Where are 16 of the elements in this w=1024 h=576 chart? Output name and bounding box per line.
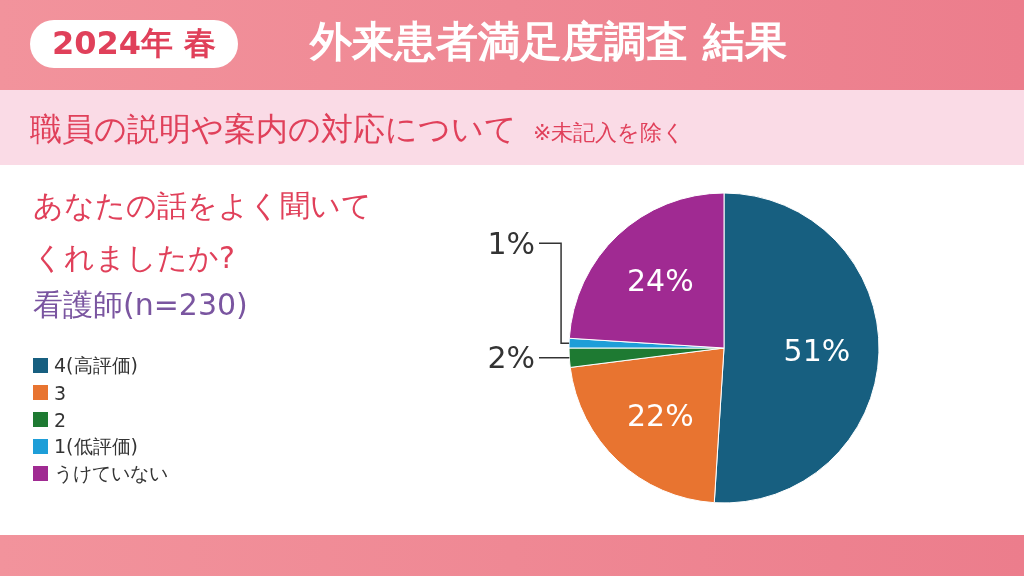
legend-label: 2 bbox=[54, 408, 67, 431]
chart-subtitle: 職員の説明や案内の対応について bbox=[30, 110, 517, 148]
text: あなたの話をよく聞いてくれましたか? bbox=[33, 187, 373, 277]
text: 2024年 春 bbox=[30, 20, 239, 68]
data-label: 51% bbox=[783, 333, 851, 369]
legend-label: 1(低評価) bbox=[54, 433, 138, 459]
text: ※未記入を除く bbox=[533, 120, 686, 145]
data-label: 2% bbox=[487, 340, 535, 376]
legend-label: うけていない bbox=[54, 460, 168, 486]
text: 看護師(n=230) bbox=[33, 286, 248, 324]
legend-label: 3 bbox=[54, 381, 67, 404]
data-label: 24% bbox=[626, 262, 694, 298]
chart-title: 外来患者満足度調査 結果 bbox=[310, 16, 787, 68]
data-label: 1% bbox=[487, 225, 535, 261]
legend-label: 4(高評価) bbox=[54, 352, 138, 378]
data-label: 22% bbox=[626, 398, 694, 434]
